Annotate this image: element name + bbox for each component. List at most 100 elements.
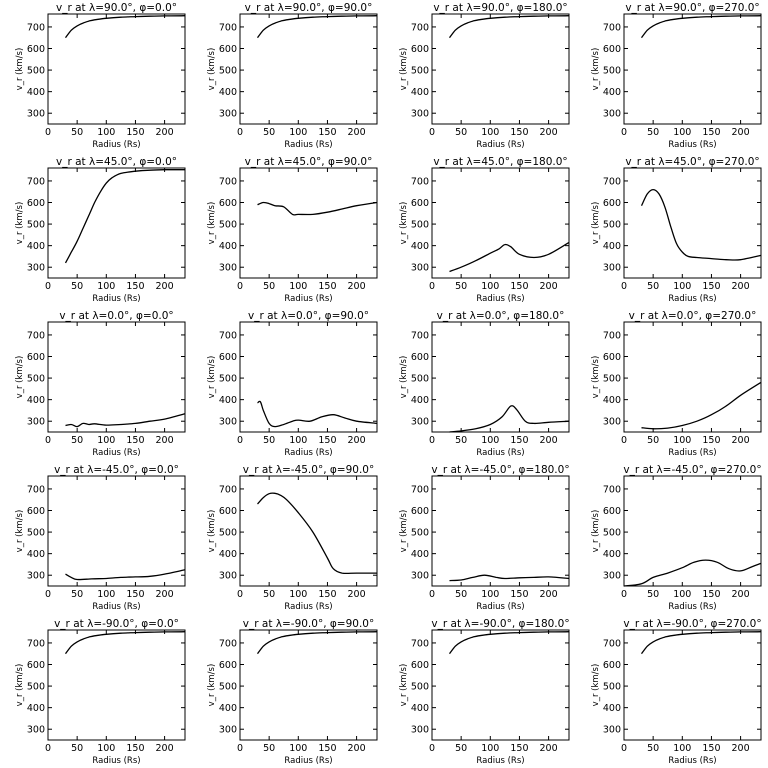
y-axis-label: v_r (km/s) bbox=[207, 48, 217, 91]
y-tick-label: 700 bbox=[27, 176, 45, 187]
x-tick-label: 0 bbox=[621, 589, 627, 600]
plot-frame bbox=[47, 475, 186, 587]
y-axis-label: v_r (km/s) bbox=[15, 202, 25, 245]
y-tick-label: 600 bbox=[411, 198, 429, 209]
y-tick-label: 500 bbox=[219, 220, 237, 231]
x-tick-label: 200 bbox=[540, 127, 558, 138]
panel-title: v_r at λ=0.0°, φ=270.0° bbox=[629, 310, 757, 322]
x-axis-label: Radius (Rs) bbox=[284, 140, 332, 150]
y-axis-label: v_r (km/s) bbox=[591, 356, 601, 399]
panel-20: v_r at λ=-90.0°, φ=270.0° 0 50 100 150 200 300… bbox=[591, 618, 762, 766]
x-tick-label: 100 bbox=[289, 281, 307, 292]
panel-14: v_r at λ=-45.0°, φ=90.0° 0 50 100 150 200 300 4… bbox=[207, 464, 378, 612]
plot-frame bbox=[431, 13, 570, 125]
y-tick-label: 600 bbox=[219, 660, 237, 671]
panel-title: v_r at λ=-90.0°, φ=270.0° bbox=[623, 618, 761, 630]
x-tick-label: 100 bbox=[673, 743, 691, 754]
y-tick-label: 600 bbox=[27, 506, 45, 517]
x-axis-label: Radius (Rs) bbox=[92, 140, 140, 150]
x-axis-label: Radius (Rs) bbox=[284, 602, 332, 612]
x-tick-label: 0 bbox=[621, 281, 627, 292]
x-tick-label: 100 bbox=[97, 127, 115, 138]
x-tick-label: 200 bbox=[156, 281, 174, 292]
y-tick-label: 500 bbox=[603, 66, 621, 77]
x-tick-label: 200 bbox=[540, 743, 558, 754]
x-axis-label: Radius (Rs) bbox=[284, 294, 332, 304]
x-tick-label: 150 bbox=[510, 589, 528, 600]
y-tick-label: 500 bbox=[411, 528, 429, 539]
x-tick-label: 200 bbox=[348, 281, 366, 292]
x-tick-label: 200 bbox=[348, 589, 366, 600]
x-tick-label: 0 bbox=[429, 127, 435, 138]
x-tick-label: 100 bbox=[97, 589, 115, 600]
x-tick-label: 50 bbox=[455, 281, 467, 292]
x-tick-label: 150 bbox=[318, 127, 336, 138]
y-tick-label: 700 bbox=[411, 176, 429, 187]
x-tick-label: 150 bbox=[702, 743, 720, 754]
y-tick-label: 400 bbox=[411, 87, 429, 98]
y-axis-label: v_r (km/s) bbox=[399, 510, 409, 553]
panel-16: v_r at λ=-45.0°, φ=270.0° 0 50 100 150 200 300… bbox=[591, 464, 762, 612]
x-axis-label: Radius (Rs) bbox=[92, 756, 140, 766]
panel-4: v_r at λ=90.0°, φ=270.0° 0 50 100 150 200 300 4… bbox=[591, 2, 762, 150]
x-tick-label: 50 bbox=[263, 435, 275, 446]
plot-frame bbox=[623, 629, 762, 741]
panel-title: v_r at λ=45.0°, φ=0.0° bbox=[56, 156, 177, 168]
y-tick-label: 700 bbox=[219, 638, 237, 649]
series-line bbox=[640, 631, 762, 655]
panel-6: v_r at λ=45.0°, φ=90.0° 0 50 100 150 200 300 40… bbox=[207, 156, 378, 304]
series-line bbox=[641, 381, 762, 430]
x-tick-label: 0 bbox=[621, 127, 627, 138]
y-tick-label: 600 bbox=[219, 198, 237, 209]
y-tick-label: 300 bbox=[27, 263, 45, 274]
y-tick-label: 400 bbox=[219, 87, 237, 98]
y-tick-label: 700 bbox=[27, 22, 45, 33]
panel-title: v_r at λ=0.0°, φ=90.0° bbox=[248, 310, 369, 322]
x-tick-label: 50 bbox=[71, 435, 83, 446]
y-tick-label: 600 bbox=[27, 352, 45, 363]
panel-title: v_r at λ=90.0°, φ=270.0° bbox=[625, 2, 759, 14]
plot-frame bbox=[47, 167, 186, 279]
y-tick-label: 600 bbox=[603, 352, 621, 363]
y-tick-label: 600 bbox=[411, 660, 429, 671]
y-tick-label: 600 bbox=[411, 44, 429, 55]
x-axis-label: Radius (Rs) bbox=[476, 756, 524, 766]
y-tick-label: 700 bbox=[603, 22, 621, 33]
x-tick-label: 50 bbox=[647, 127, 659, 138]
y-tick-label: 700 bbox=[411, 330, 429, 341]
y-tick-label: 500 bbox=[219, 66, 237, 77]
x-tick-label: 100 bbox=[481, 281, 499, 292]
y-tick-label: 400 bbox=[603, 703, 621, 714]
x-axis-label: Radius (Rs) bbox=[284, 756, 332, 766]
series-line bbox=[640, 188, 762, 261]
y-tick-label: 500 bbox=[219, 374, 237, 385]
x-tick-label: 50 bbox=[455, 589, 467, 600]
panel-3: v_r at λ=90.0°, φ=180.0° 0 50 100 150 200 300 4… bbox=[399, 2, 570, 150]
y-axis-label: v_r (km/s) bbox=[15, 664, 25, 707]
y-tick-label: 300 bbox=[411, 571, 429, 582]
x-axis-label: Radius (Rs) bbox=[284, 448, 332, 458]
panel-title: v_r at λ=0.0°, φ=0.0° bbox=[59, 310, 173, 322]
x-tick-label: 100 bbox=[289, 743, 307, 754]
x-tick-label: 0 bbox=[621, 743, 627, 754]
y-tick-label: 400 bbox=[27, 87, 45, 98]
series-line bbox=[64, 631, 186, 655]
panel-15: v_r at λ=-45.0°, φ=180.0° 0 50 100 150 200 300… bbox=[399, 464, 570, 612]
x-tick-label: 200 bbox=[540, 435, 558, 446]
panel-7: v_r at λ=45.0°, φ=180.0° 0 50 100 150 200 300 4… bbox=[399, 156, 570, 304]
y-axis-label: v_r (km/s) bbox=[399, 202, 409, 245]
panel-title: v_r at λ=90.0°, φ=90.0° bbox=[245, 2, 373, 14]
x-tick-label: 150 bbox=[318, 435, 336, 446]
panel-8: v_r at λ=45.0°, φ=270.0° 0 50 100 150 200 300 4… bbox=[591, 156, 762, 304]
x-tick-label: 0 bbox=[237, 281, 243, 292]
x-tick-label: 0 bbox=[429, 743, 435, 754]
y-tick-label: 300 bbox=[219, 263, 237, 274]
x-tick-label: 50 bbox=[263, 589, 275, 600]
plot-frame bbox=[47, 321, 186, 433]
y-tick-label: 400 bbox=[27, 703, 45, 714]
y-tick-label: 400 bbox=[411, 703, 429, 714]
y-axis-label: v_r (km/s) bbox=[591, 202, 601, 245]
plot-frame bbox=[239, 629, 378, 741]
x-tick-label: 100 bbox=[481, 127, 499, 138]
x-tick-label: 200 bbox=[348, 127, 366, 138]
